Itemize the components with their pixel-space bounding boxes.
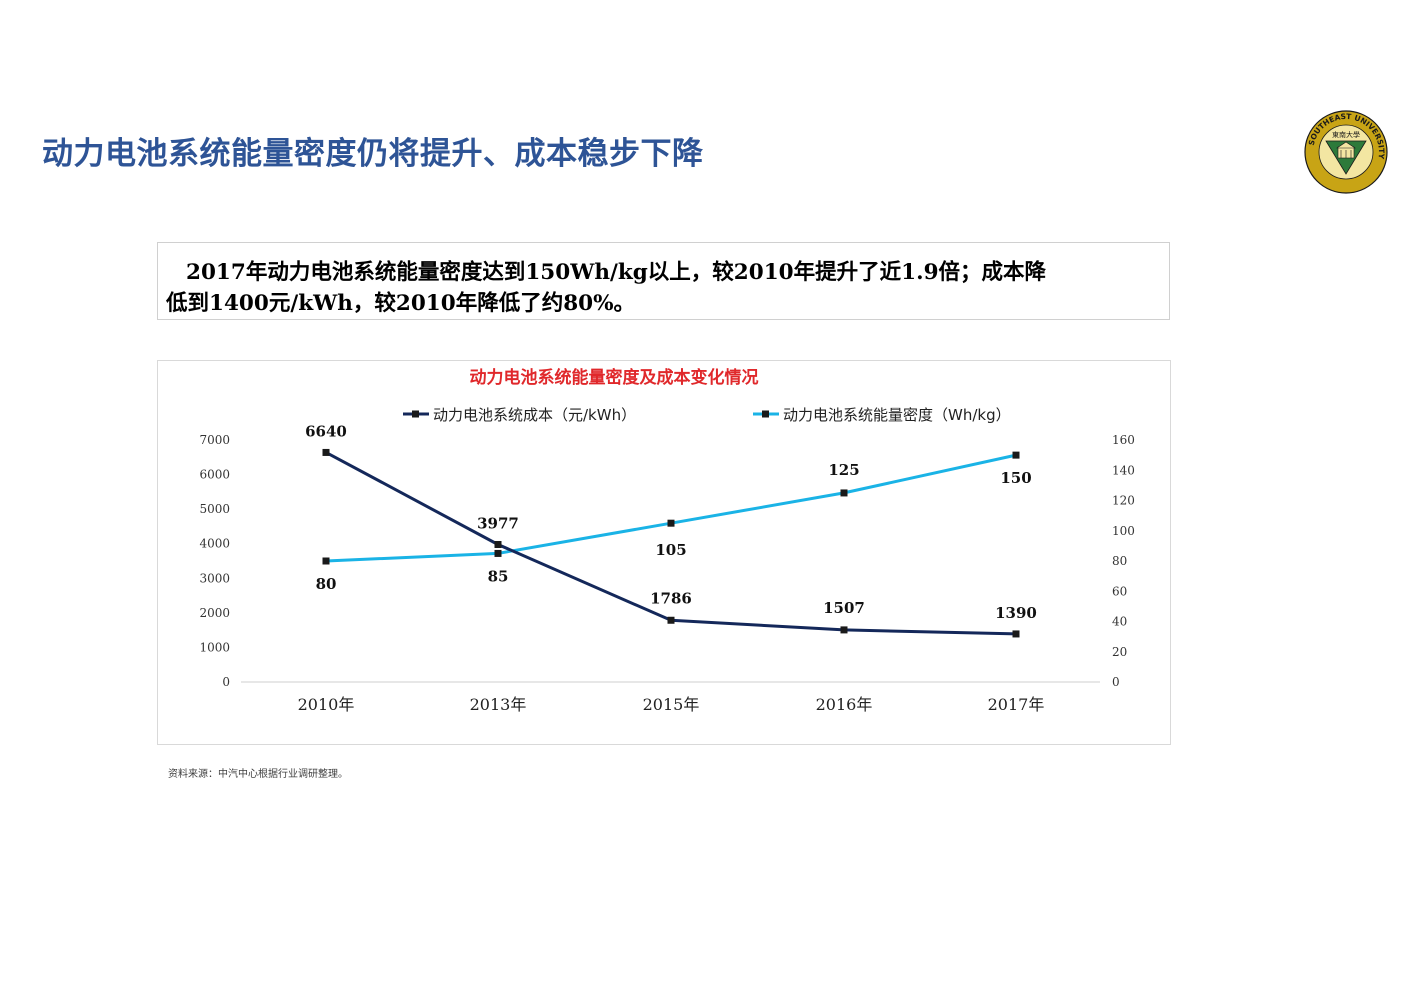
legend-marker-1 [412,410,419,418]
y-right-tick-label: 20 [1112,645,1127,659]
y-left-tick-label: 0 [222,675,230,689]
x-tick-label: 2016年 [816,695,873,714]
density-data-label: 105 [655,541,686,559]
y-right-tick-label: 160 [1112,433,1135,447]
chart-title: 动力电池系统能量密度及成本变化情况 [470,367,759,388]
page-title: 动力电池系统能量密度仍将提升、成本稳步下降 [42,136,704,172]
cost-data-label: 1390 [995,604,1037,622]
legend-marker-2 [762,410,769,418]
legend-label-2: 动力电池系统能量密度（Wh/kg） [783,406,1011,424]
y-left-tick-label: 1000 [199,640,230,654]
cost-data-label: 1786 [650,589,692,607]
cost-data-label: 3977 [477,515,519,533]
cost-data-label: 1507 [823,599,865,617]
summary-line-2: 低到1400元/kWh，较2010年降低了约80%。 [166,291,636,316]
chart-frame: 动力电池系统能量密度及成本变化情况动力电池系统成本（元/kWh） 动力电池系统能量… [157,360,1171,745]
x-tick-label: 2013年 [470,695,527,714]
y-left-tick-label: 2000 [199,606,230,620]
cost-point [667,616,675,624]
cost-point [840,626,848,634]
y-right-tick-label: 100 [1112,524,1135,538]
density-data-label: 80 [316,575,337,593]
university-logo: SOUTHEAST UNIVERSITY 東南大學 [1304,110,1388,194]
cost-point [322,448,330,456]
y-right-tick-label: 80 [1112,554,1127,568]
y-right-tick-label: 120 [1112,494,1135,508]
density-point [667,519,675,527]
x-tick-label: 2017年 [988,695,1045,714]
summary-line-1: 2017年动力电池系统能量密度达到150Wh/kg以上，较2010年提升了近1.… [186,260,1047,285]
cost-point [1012,630,1020,638]
y-left-tick-label: 7000 [199,433,230,447]
density-point [1012,451,1020,459]
y-right-tick-label: 140 [1112,463,1135,477]
y-right-tick-label: 40 [1112,615,1127,629]
density-point [322,557,330,565]
source-note: 资料来源：中汽中心根据行业调研整理。 [168,769,348,780]
logo-top-text: 東南大學 [1332,130,1360,139]
y-right-tick-label: 0 [1112,675,1120,689]
legend-label-1: 动力电池系统成本（元/kWh） [433,406,636,424]
x-tick-label: 2010年 [298,695,355,714]
cost-data-label: 6640 [305,422,347,440]
y-left-tick-label: 6000 [199,468,230,482]
density-point [494,549,502,557]
y-left-tick-label: 5000 [199,502,230,516]
y-left-tick-label: 4000 [199,537,230,551]
x-tick-label: 2015年 [643,695,700,714]
cost-point [494,541,502,549]
y-right-tick-label: 60 [1112,584,1127,598]
density-point [840,489,848,497]
summary-box: 2017年动力电池系统能量密度达到150Wh/kg以上，较2010年提升了近1.… [157,242,1170,320]
density-data-label: 150 [1000,469,1031,487]
density-data-label: 85 [488,567,509,585]
density-data-label: 125 [828,461,859,479]
y-left-tick-label: 3000 [199,571,230,585]
